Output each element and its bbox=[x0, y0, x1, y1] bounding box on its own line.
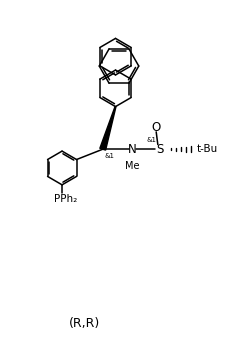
Text: O: O bbox=[152, 121, 161, 134]
Polygon shape bbox=[100, 106, 116, 150]
Text: &1: &1 bbox=[104, 153, 114, 160]
Text: S: S bbox=[156, 143, 163, 156]
Text: (R,R): (R,R) bbox=[69, 317, 100, 330]
Text: PPh₂: PPh₂ bbox=[54, 194, 77, 204]
Text: &1: &1 bbox=[147, 137, 157, 144]
Text: N: N bbox=[127, 143, 136, 156]
Text: t-Bu: t-Bu bbox=[197, 144, 218, 154]
Text: Me: Me bbox=[124, 161, 139, 171]
